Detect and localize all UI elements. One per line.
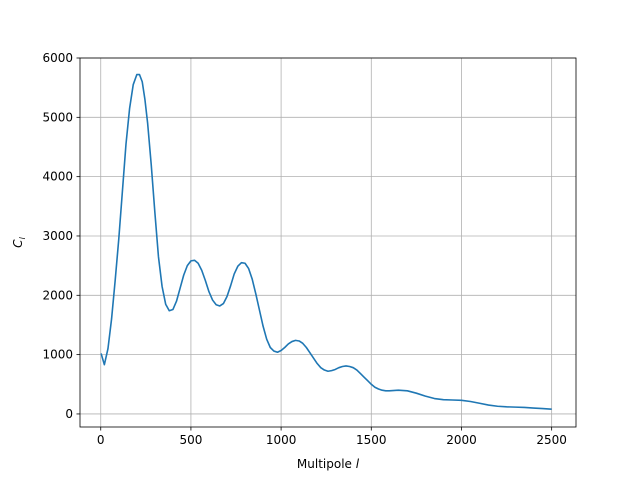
x-axis-ticks: 0 500 1000 1500 2000 2500 — [97, 427, 567, 447]
x-tick-label: 500 — [179, 433, 202, 447]
y-tick-label: 2000 — [42, 288, 73, 302]
y-axis-ticks: 0 1000 2000 3000 4000 5000 6000 — [42, 51, 80, 421]
x-tick-label: 2000 — [446, 433, 477, 447]
x-axis-label: Multipole l — [297, 457, 360, 471]
y-axis-label: Cl — [11, 236, 27, 247]
series-line — [100, 73, 552, 410]
y-axis-label-sub: l — [18, 236, 27, 239]
axes-frame — [79, 57, 577, 428]
plot-line-group — [100, 73, 552, 410]
x-tick-label: 1000 — [266, 433, 297, 447]
grid — [80, 57, 576, 427]
x-axis-label-text: Multipole — [297, 457, 356, 471]
y-axis-label-main: C — [11, 239, 25, 248]
y-tick-label: 5000 — [42, 110, 73, 124]
y-tick-label: 3000 — [42, 229, 73, 243]
x-tick-label: 1500 — [356, 433, 387, 447]
x-axis-label-italic: l — [356, 457, 360, 471]
y-tick-label: 4000 — [42, 170, 73, 184]
x-tick-label: 2500 — [536, 433, 567, 447]
y-tick-label: 1000 — [42, 348, 73, 362]
x-tick-label: 0 — [97, 433, 105, 447]
y-tick-label: 6000 — [42, 51, 73, 65]
y-tick-label: 0 — [65, 407, 73, 421]
